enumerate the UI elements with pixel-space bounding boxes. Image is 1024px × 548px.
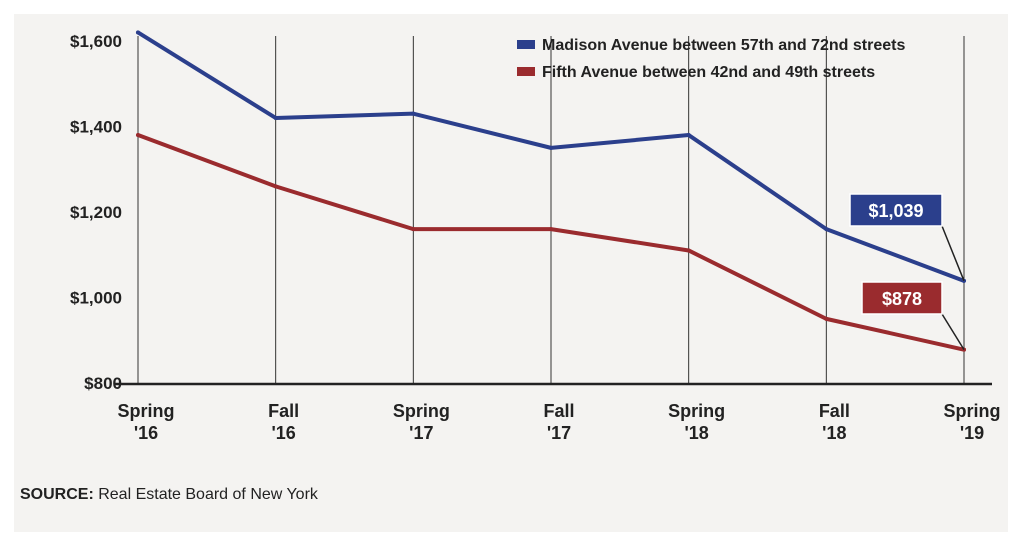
x-tick-label: Spring '18 — [668, 401, 725, 443]
callout-box-madison — [849, 193, 943, 227]
callout-box-fifth — [861, 281, 943, 315]
data-point-fifth — [686, 248, 691, 253]
x-tick-label-line: '18 — [822, 423, 846, 443]
y-tick-label: $1,400 — [70, 118, 122, 137]
x-tick-label-line: Fall — [819, 401, 850, 421]
data-point-fifth — [411, 227, 416, 232]
x-tick-label-line: Spring — [944, 401, 1001, 421]
data-point-fifth — [549, 227, 553, 232]
data-point-madison — [549, 145, 553, 150]
chart-frame: $1,600 $1,400 $1,200 $1,000 $800 Spring '16 Fal… — [14, 14, 1008, 532]
x-tick-label-line: '18 — [685, 423, 709, 443]
source-label: SOURCE: — [20, 486, 94, 503]
x-tick-label: Spring '17 — [393, 401, 450, 443]
x-tick-label-line: '17 — [547, 423, 571, 443]
x-tick-label-line: '16 — [134, 423, 158, 443]
x-tick-label: Spring '19 — [944, 401, 1001, 443]
y-tick-label: $1,200 — [70, 203, 122, 222]
data-point-madison — [686, 133, 691, 138]
legend-label-fifth: Fifth Avenue between 42nd and 49th stree… — [542, 64, 875, 81]
callout-value-fifth: $878 — [882, 289, 922, 309]
y-tick-label: $1,600 — [70, 32, 122, 51]
legend-swatch-madison — [517, 40, 535, 49]
x-tick-label-line: Spring — [393, 401, 450, 421]
x-tick-label-line: Spring — [668, 401, 725, 421]
source-text: Real Estate Board of New York — [93, 486, 318, 503]
data-point-madison — [136, 30, 140, 35]
data-point-madison — [824, 227, 829, 232]
x-tick-label-line: '16 — [272, 423, 296, 443]
x-tick-label-line: '17 — [409, 423, 433, 443]
x-tick-label-line: Fall — [543, 401, 574, 421]
x-tick-label: Fall '18 — [819, 401, 850, 443]
source-note: SOURCE: Real Estate Board of New York — [20, 486, 318, 504]
legend-label-madison: Madison Avenue between 57th and 72nd str… — [542, 37, 905, 54]
y-tick-label: $800 — [84, 374, 122, 393]
x-tick-label-line: '19 — [960, 423, 984, 443]
callout-leader — [941, 225, 965, 282]
x-tick-label: Fall '17 — [543, 401, 574, 443]
y-tick-label: $1,000 — [70, 289, 122, 308]
callout-value-madison: $1,039 — [868, 201, 923, 221]
data-point-madison — [273, 115, 278, 120]
x-tick-label-line: Spring — [118, 401, 175, 421]
data-point-fifth — [824, 316, 829, 321]
x-tick-label-line: Fall — [268, 401, 299, 421]
x-tick-label: Fall '16 — [268, 401, 299, 443]
callout-leader — [941, 313, 965, 351]
legend-swatch-fifth — [517, 67, 535, 76]
data-point-madison — [411, 111, 416, 116]
data-point-fifth — [136, 133, 140, 138]
data-point-fifth — [273, 184, 278, 189]
x-tick-label: Spring '16 — [118, 401, 175, 443]
